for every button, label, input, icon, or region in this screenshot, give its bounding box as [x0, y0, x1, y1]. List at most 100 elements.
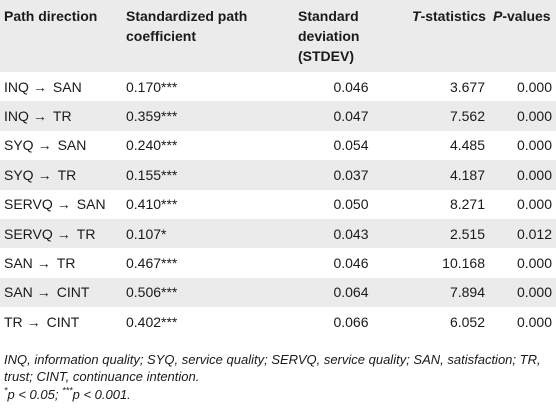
- path-to: TR: [57, 166, 77, 183]
- arrow-right-icon: →: [32, 108, 47, 125]
- results-table-container: Path direction Standardized path coeffic…: [0, 0, 556, 337]
- cell-coefficient: 0.170***: [126, 78, 178, 95]
- header-p-rest: -values: [502, 8, 551, 24]
- cell-stdev: 0.054: [333, 137, 369, 154]
- cell-coefficient: 0.107*: [126, 225, 167, 242]
- cell-t-statistic: 10.168: [442, 255, 485, 272]
- header-path-direction: Path direction: [4, 8, 98, 24]
- cell-path: INQ → TR: [0, 101, 122, 130]
- abbreviation-note: INQ, information quality; SYQ, service q…: [4, 352, 541, 384]
- arrow-right-icon: →: [37, 137, 52, 154]
- table-row: SERVQ → TR 0.107* 0.043 2.515 0.012: [0, 218, 556, 249]
- cell-t-statistic: 7.562: [449, 108, 485, 125]
- header-t-statistics: T-statistics: [408, 0, 489, 72]
- cell-stdev: 0.047: [333, 108, 369, 125]
- cell-coefficient: 0.467***: [126, 255, 178, 272]
- path-from: SAN: [4, 255, 33, 272]
- table-row: SERVQ → SAN 0.410*** 0.050 8.271 0.000: [0, 189, 556, 219]
- cell-path: SYQ → TR: [0, 160, 122, 189]
- significance-note: *p < 0.05; ***p < 0.001.: [4, 386, 552, 403]
- path-to: SAN: [57, 137, 87, 154]
- cell-p-value: 0.000: [516, 196, 552, 213]
- cell-stdev: 0.037: [333, 166, 369, 183]
- arrow-right-icon: →: [32, 78, 47, 95]
- arrow-right-icon: →: [37, 166, 52, 183]
- path-from: INQ: [4, 108, 29, 125]
- header-p-italic: P: [493, 8, 503, 24]
- sig-star-1: *: [4, 385, 8, 396]
- cell-path: SERVQ → SAN: [0, 190, 122, 219]
- cell-path: SAN → TR: [0, 248, 122, 277]
- path-to: TR: [76, 225, 96, 242]
- header-t-italic: T: [412, 8, 421, 24]
- cell-t-statistic: 2.515: [449, 225, 485, 242]
- cell-path: SAN → CINT: [0, 278, 122, 307]
- cell-path: INQ → SAN: [0, 72, 122, 101]
- cell-t-statistic: 8.271: [449, 196, 485, 213]
- cell-stdev: 0.066: [333, 313, 369, 330]
- cell-p-value: 0.000: [516, 78, 552, 95]
- table-row: SAN → TR 0.467*** 0.046 10.168 0.000: [0, 248, 556, 278]
- path-to: CINT: [46, 313, 80, 330]
- cell-p-value: 0.000: [516, 284, 552, 301]
- path-to: TR: [56, 255, 76, 272]
- cell-p-value: 0.000: [516, 137, 552, 154]
- arrow-right-icon: →: [36, 284, 51, 301]
- path-from: SAN: [4, 284, 33, 301]
- table-row: SYQ → SAN 0.240*** 0.054 4.485 0.000: [0, 130, 556, 161]
- cell-t-statistic: 6.052: [449, 313, 485, 330]
- cell-p-value: 0.012: [516, 225, 552, 242]
- sig-star-3: ***: [62, 385, 73, 396]
- cell-p-value: 0.000: [516, 166, 552, 183]
- header-p-values: P-values: [489, 0, 556, 72]
- path-from: INQ: [4, 78, 29, 95]
- sig-text-1: p < 0.05;: [7, 387, 63, 402]
- table-row: TR → CINT 0.402*** 0.066 6.052 0.000: [0, 307, 556, 337]
- cell-t-statistic: 7.894: [449, 284, 485, 301]
- path-to: SAN: [76, 196, 106, 213]
- cell-path: SYQ → SAN: [0, 131, 122, 160]
- cell-p-value: 0.000: [516, 255, 552, 272]
- path-from: TR: [4, 313, 23, 330]
- path-to: SAN: [52, 78, 82, 95]
- table-header-row: Path direction Standardized path coeffic…: [0, 0, 556, 72]
- cell-path: SERVQ → TR: [0, 219, 122, 248]
- table-row: SYQ → TR 0.155*** 0.037 4.187 0.000: [0, 160, 556, 190]
- arrow-right-icon: →: [56, 225, 71, 242]
- path-coefficients-table: Path direction Standardized path coeffic…: [0, 0, 556, 337]
- header-t-rest: -statistics: [420, 8, 486, 24]
- cell-coefficient: 0.155***: [126, 166, 178, 183]
- table-row: SAN → CINT 0.506*** 0.064 7.894 0.000: [0, 277, 556, 308]
- cell-coefficient: 0.506***: [126, 284, 178, 301]
- cell-stdev: 0.043: [333, 225, 369, 242]
- cell-stdev: 0.064: [333, 284, 369, 301]
- cell-coefficient: 0.240***: [126, 137, 178, 154]
- cell-coefficient: 0.359***: [126, 108, 178, 125]
- header-coefficient: Standardized path coefficient: [126, 8, 248, 44]
- cell-p-value: 0.000: [516, 313, 552, 330]
- path-from: SYQ: [4, 166, 34, 183]
- cell-t-statistic: 3.677: [449, 78, 485, 95]
- path-from: SERVQ: [4, 225, 53, 242]
- table-body: INQ → SAN 0.170*** 0.046 3.677 0.000 INQ → TR 0.35…: [0, 72, 556, 337]
- cell-stdev: 0.050: [333, 196, 369, 213]
- cell-p-value: 0.000: [516, 108, 552, 125]
- table-row: INQ → TR 0.359*** 0.047 7.562 0.000: [0, 101, 556, 131]
- arrow-right-icon: →: [36, 255, 51, 272]
- cell-coefficient: 0.410***: [126, 196, 178, 213]
- path-from: SERVQ: [4, 196, 53, 213]
- arrow-right-icon: →: [56, 196, 71, 213]
- cell-stdev: 0.046: [333, 78, 369, 95]
- path-from: SYQ: [4, 137, 34, 154]
- cell-stdev: 0.046: [333, 255, 369, 272]
- sig-text-3: p < 0.001.: [72, 387, 131, 402]
- table-row: INQ → SAN 0.170*** 0.046 3.677 0.000: [0, 72, 556, 102]
- header-stdev: Standard deviation (STDEV): [298, 8, 360, 64]
- cell-coefficient: 0.402***: [126, 313, 178, 330]
- path-to: TR: [52, 108, 72, 125]
- cell-t-statistic: 4.187: [449, 166, 485, 183]
- arrow-right-icon: →: [26, 313, 41, 330]
- cell-t-statistic: 4.485: [449, 137, 485, 154]
- path-to: CINT: [56, 284, 90, 301]
- cell-path: TR → CINT: [0, 307, 122, 336]
